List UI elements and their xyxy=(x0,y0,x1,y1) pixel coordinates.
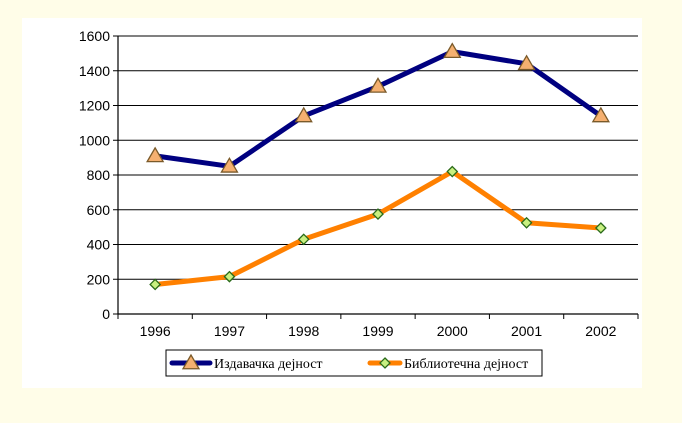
legend-entry-1: Издавачка дејност xyxy=(169,353,323,372)
y-tick-label: 400 xyxy=(87,237,111,253)
y-tick-label: 1000 xyxy=(79,132,110,148)
legend: Издавачка дејност Библиотечна дејност xyxy=(165,349,543,377)
series-lines xyxy=(146,42,610,291)
x-tick-label: 1997 xyxy=(214,323,245,339)
data-point xyxy=(591,106,610,123)
y-tick-label: 200 xyxy=(87,271,111,287)
y-tick-label: 1600 xyxy=(79,28,110,44)
y-tick-label: 1400 xyxy=(79,63,110,79)
data-point xyxy=(297,233,310,246)
y-axis-ticks: 0 200 400 600 800 1000 1200 1400 1600 xyxy=(79,28,118,322)
x-tick-label: 2002 xyxy=(585,323,616,339)
data-point xyxy=(443,42,462,59)
legend-label: Библиотечна дејност xyxy=(404,357,528,372)
legend-marker xyxy=(181,353,201,370)
data-point xyxy=(149,278,162,291)
data-point xyxy=(594,222,607,234)
series-2 xyxy=(149,165,607,291)
series-1 xyxy=(146,42,610,173)
legend-label: Издавачка дејност xyxy=(214,357,323,372)
data-point xyxy=(223,270,236,283)
data-point xyxy=(372,208,384,221)
data-point xyxy=(220,157,239,173)
x-tick-label: 1996 xyxy=(140,323,171,339)
data-point xyxy=(446,165,459,178)
data-point xyxy=(517,54,536,71)
grid-lines xyxy=(118,35,638,280)
x-axis-ticks: 1996 1997 1998 1999 2000 2001 2002 xyxy=(117,314,639,339)
data-point xyxy=(520,216,533,229)
y-tick-label: 600 xyxy=(87,202,111,218)
data-point xyxy=(294,106,313,123)
y-tick-label: 1200 xyxy=(79,98,110,114)
y-tick-label: 800 xyxy=(87,167,111,183)
legend-entry-2: Библиотечна дејност xyxy=(367,357,528,372)
legend-box xyxy=(165,349,543,377)
data-point xyxy=(146,146,165,163)
x-tick-label: 1999 xyxy=(362,323,393,339)
y-tick-label: 0 xyxy=(102,306,110,322)
data-point xyxy=(368,77,388,93)
x-tick-label: 2001 xyxy=(511,323,542,339)
legend-marker xyxy=(379,357,391,369)
x-tick-label: 2000 xyxy=(437,323,468,339)
x-tick-label: 1998 xyxy=(288,323,319,339)
